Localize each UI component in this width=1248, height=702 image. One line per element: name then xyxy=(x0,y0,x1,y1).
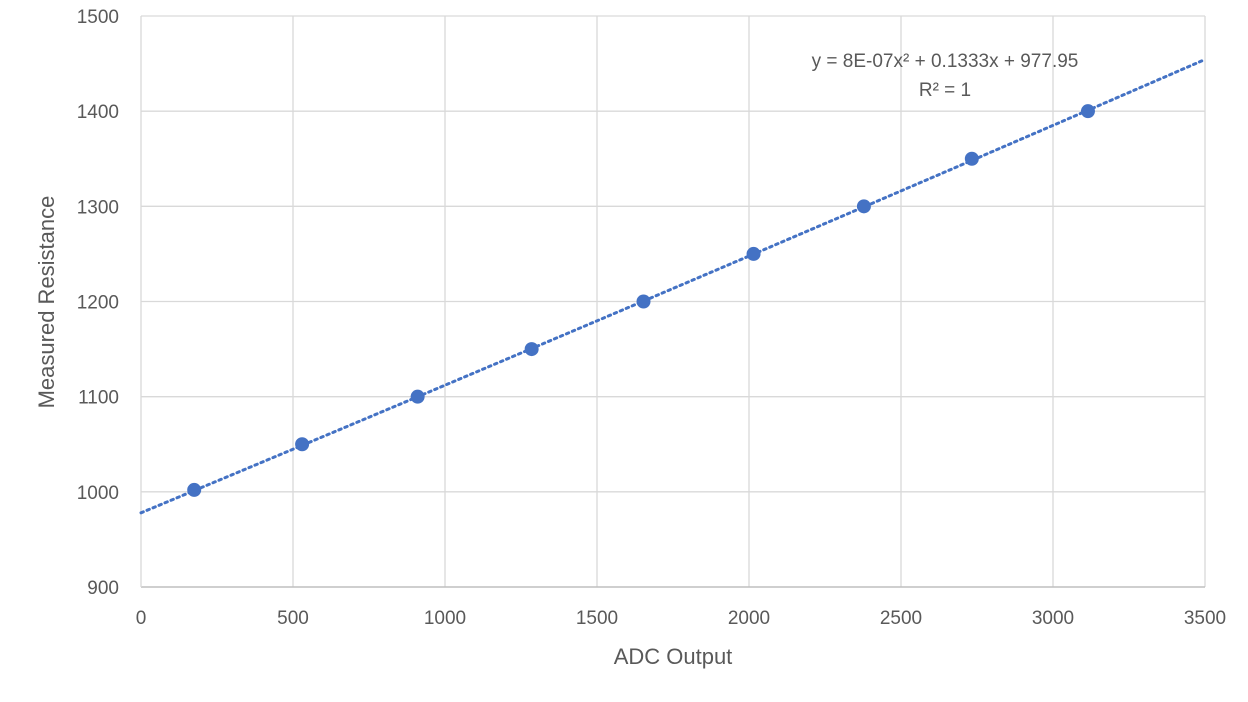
x-tick-label: 1000 xyxy=(424,608,466,629)
trendline-equation: y = 8E-07x² + 0.1333x + 977.95 xyxy=(812,51,1079,72)
x-tick-label: 3500 xyxy=(1184,608,1226,629)
x-tick-label: 3000 xyxy=(1032,608,1074,629)
y-tick-label: 1000 xyxy=(77,483,119,504)
data-point xyxy=(187,482,202,497)
trendline-layer xyxy=(139,57,1207,515)
x-tick-label: 2500 xyxy=(880,608,922,629)
trendline xyxy=(139,57,1207,515)
data-point xyxy=(964,151,979,166)
y-tick-label: 1400 xyxy=(77,102,119,123)
y-tick-label: 1300 xyxy=(77,197,119,218)
data-point xyxy=(295,437,310,452)
y-tick-label: 1100 xyxy=(78,388,119,409)
x-tick-label: 2000 xyxy=(728,608,770,629)
y-tick-label: 1200 xyxy=(77,293,119,314)
data-point xyxy=(410,389,425,404)
gridlines xyxy=(141,15,1206,587)
data-point xyxy=(1080,104,1095,119)
x-tick-label: 500 xyxy=(277,608,309,629)
y-tick-label: 900 xyxy=(87,578,119,599)
data-point xyxy=(746,246,761,261)
x-axis-title: ADC Output xyxy=(614,644,733,669)
tick-labels: 0 500 1000 1500 2000 2500 3000 3500 900 1000 1100 1… xyxy=(77,7,1226,629)
y-axis-title: Measured Resistance xyxy=(34,196,59,409)
trendline-r-squared: R² = 1 xyxy=(919,80,971,101)
data-point xyxy=(856,199,871,214)
data-points xyxy=(187,104,1095,497)
x-tick-label: 0 xyxy=(136,608,147,629)
y-tick-label: 1500 xyxy=(77,7,119,28)
data-point xyxy=(636,294,651,309)
data-point xyxy=(524,342,539,357)
axes xyxy=(140,16,1205,588)
x-tick-label: 1500 xyxy=(576,608,618,629)
